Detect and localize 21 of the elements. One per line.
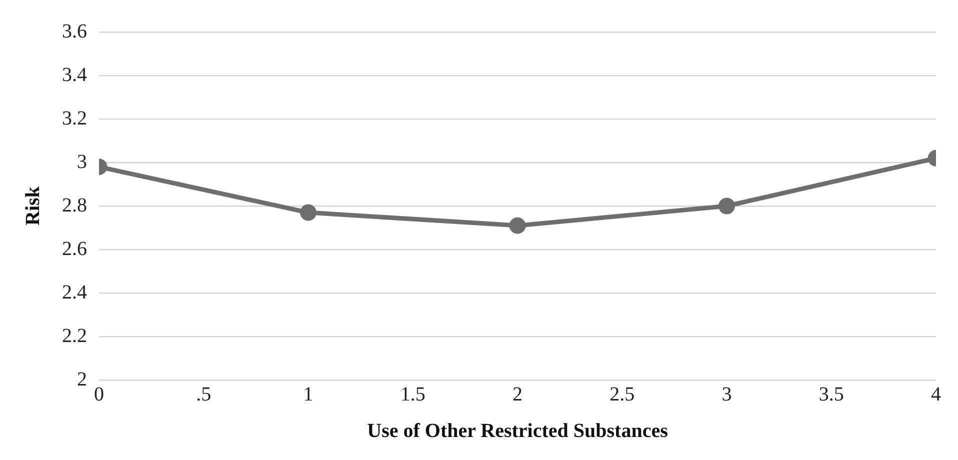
x-tick-label: 4: [931, 383, 941, 406]
y-tick-label: 3.6: [62, 20, 87, 42]
x-tick-label: .5: [196, 383, 212, 406]
x-tick-label: 2: [512, 383, 522, 406]
y-tick-label: 3.2: [62, 107, 87, 130]
x-tick-label: 1: [303, 383, 314, 406]
x-tick-label: 3: [722, 383, 732, 406]
x-axis-title: Use of Other Restricted Substances: [367, 420, 668, 442]
x-tick-label: 0: [94, 383, 104, 406]
x-tick-label: 1.5: [400, 383, 426, 406]
x-tick-label: 2.5: [610, 383, 635, 406]
point: [509, 217, 526, 234]
y-tick-label: 2: [77, 368, 87, 390]
y-tick-label: 2.2: [62, 324, 87, 347]
y-tick-label: 3: [77, 150, 87, 173]
x-tick-label: 3.5: [818, 383, 844, 406]
y-axis-title: Risk: [22, 186, 44, 226]
y-tick-label: 2.6: [62, 238, 87, 260]
y-tick-label: 2.4: [62, 281, 87, 304]
y-tick-label: 3.4: [62, 64, 87, 86]
y-tick-label: 2.8: [62, 194, 87, 216]
